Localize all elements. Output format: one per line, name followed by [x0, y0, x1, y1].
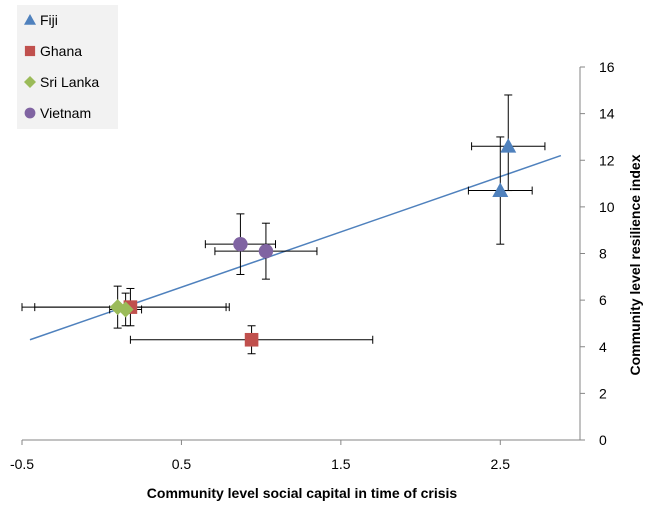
y-axis-title: Community level resilience index — [627, 154, 643, 375]
x-tick-label: 0.5 — [172, 456, 192, 472]
data-point-ghana — [244, 332, 259, 347]
legend-label: Fiji — [40, 12, 58, 28]
x-tick-label: -0.5 — [10, 456, 34, 472]
legend-marker-fiji — [24, 14, 36, 25]
x-axis-title: Community level social capital in time o… — [147, 485, 458, 501]
y-tick-label: 10 — [599, 199, 615, 215]
y-tick-label: 8 — [599, 246, 607, 262]
legend-marker-vietnam — [24, 107, 36, 119]
data-point-sri-lanka — [117, 301, 134, 318]
data-point-vietnam — [233, 236, 248, 252]
y-tick-label: 4 — [599, 339, 607, 355]
legend-marker-sri-lanka — [24, 76, 36, 88]
y-tick-label: 6 — [599, 292, 607, 308]
y-tick-label: 2 — [599, 385, 607, 401]
y-tick-label: 12 — [599, 152, 615, 168]
legend-label: Vietnam — [40, 105, 91, 121]
error-bars — [21, 94, 546, 355]
legend-label: Sri Lanka — [40, 74, 99, 90]
data-point-fiji — [500, 138, 517, 153]
y-tick-label: 0 — [599, 432, 607, 448]
legend-label: Ghana — [40, 43, 82, 59]
data-point-vietnam — [258, 243, 274, 259]
x-tick-label: 2.5 — [491, 456, 511, 472]
y-tick-label: 14 — [599, 106, 615, 122]
data-point-fiji — [492, 182, 509, 197]
x-tick-label: 1.5 — [331, 456, 351, 472]
data-points — [109, 138, 517, 347]
legend: Fiji Ghana Sri Lanka Vietnam — [17, 5, 118, 129]
legend-box — [17, 5, 118, 129]
y-tick-label: 16 — [599, 59, 615, 75]
axes: -0.5 0.5 1.5 2.5 0 2 4 6 8 10 12 14 16 — [10, 59, 615, 472]
legend-marker-ghana — [24, 45, 36, 57]
